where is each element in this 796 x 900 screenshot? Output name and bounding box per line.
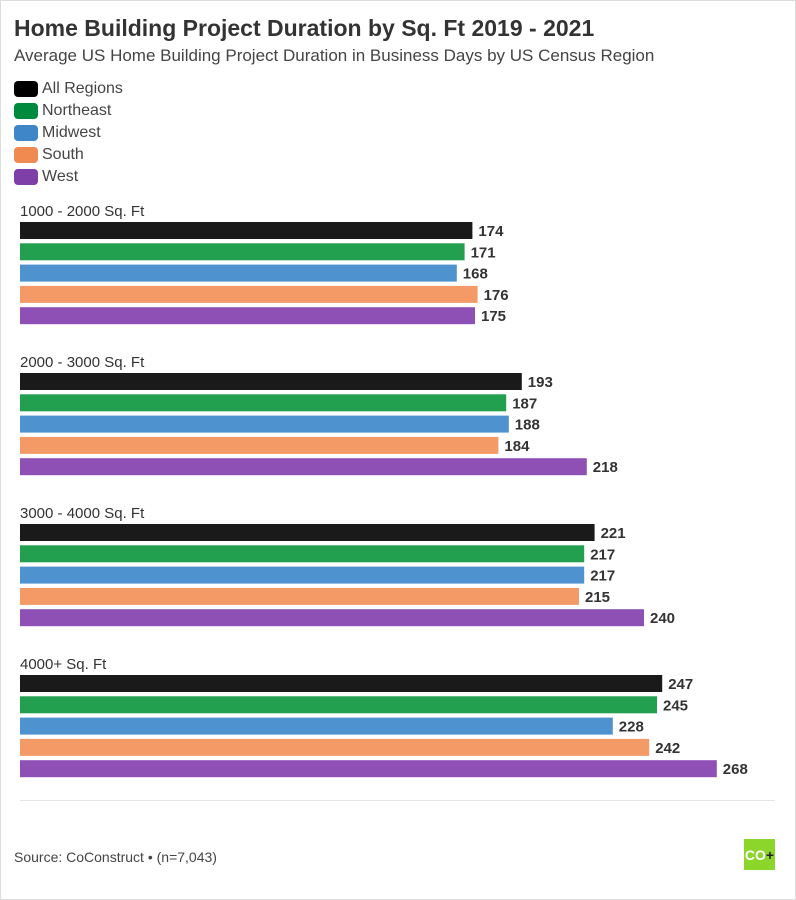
data-label: 217 bbox=[590, 568, 615, 585]
bar-south bbox=[20, 285, 478, 303]
data-label: 247 bbox=[668, 676, 693, 693]
bar-west bbox=[20, 307, 475, 325]
data-label: 228 bbox=[619, 719, 644, 736]
source-note: Source: CoConstruct • (n=7,043) bbox=[14, 849, 217, 865]
category-label: 4000+ Sq. Ft bbox=[20, 656, 107, 673]
category-label: 1000 - 2000 Sq. Ft bbox=[20, 203, 145, 220]
bar-south bbox=[20, 436, 499, 454]
legend-swatch bbox=[14, 103, 38, 119]
data-label: 168 bbox=[463, 266, 488, 283]
bar-northeast bbox=[20, 243, 465, 261]
data-label: 175 bbox=[481, 308, 506, 325]
legend-item: South bbox=[14, 144, 123, 166]
data-label: 193 bbox=[528, 374, 553, 391]
bar-south bbox=[20, 738, 650, 756]
category-label: 3000 - 4000 Sq. Ft bbox=[20, 505, 145, 522]
bar-all-regions bbox=[20, 675, 663, 692]
chart-subtitle: Average US Home Building Project Duratio… bbox=[14, 46, 655, 65]
bar-west bbox=[20, 458, 587, 476]
category-label: 2000 - 3000 Sq. Ft bbox=[20, 354, 145, 371]
legend-item: Midwest bbox=[14, 122, 123, 144]
divider bbox=[20, 800, 775, 801]
legend-swatch bbox=[14, 125, 38, 141]
data-label: 221 bbox=[601, 525, 626, 542]
bar-south bbox=[20, 587, 579, 605]
data-label: 245 bbox=[663, 697, 688, 714]
legend-label: All Regions bbox=[42, 80, 123, 97]
data-label: 240 bbox=[650, 610, 675, 627]
bar-northeast bbox=[20, 394, 507, 412]
chart-title: Home Building Project Duration by Sq. Ft… bbox=[14, 15, 595, 41]
data-label: 215 bbox=[585, 589, 610, 606]
data-label: 174 bbox=[478, 223, 504, 240]
legend-swatch bbox=[14, 169, 38, 185]
legend-label: West bbox=[42, 168, 79, 185]
data-label: 188 bbox=[515, 417, 540, 434]
bar-west bbox=[20, 760, 717, 778]
data-label: 217 bbox=[590, 546, 615, 563]
legend-item: Northeast bbox=[14, 100, 123, 122]
legend-item: All Regions bbox=[14, 78, 123, 100]
legend-swatch bbox=[14, 81, 38, 97]
legend-item: West bbox=[14, 166, 123, 188]
bar-midwest bbox=[20, 566, 585, 584]
legend-label: South bbox=[42, 146, 84, 163]
coconstruct-logo: CO + bbox=[744, 839, 775, 870]
data-label: 187 bbox=[512, 395, 537, 412]
bar-west bbox=[20, 609, 644, 627]
legend-label: Northeast bbox=[42, 102, 112, 119]
bar-all-regions bbox=[20, 222, 473, 239]
bar-northeast bbox=[20, 545, 585, 563]
bar-midwest bbox=[20, 717, 613, 735]
bar-midwest bbox=[20, 415, 509, 433]
data-label: 268 bbox=[723, 761, 748, 778]
bar-midwest bbox=[20, 264, 457, 282]
legend: All Regions Northeast Midwest South West bbox=[14, 78, 123, 188]
legend-swatch bbox=[14, 147, 38, 163]
bar-northeast bbox=[20, 696, 657, 714]
logo-plus: + bbox=[765, 846, 775, 863]
data-label: 218 bbox=[593, 459, 618, 476]
legend-label: Midwest bbox=[42, 124, 101, 141]
logo-text: CO bbox=[744, 846, 766, 863]
data-label: 176 bbox=[484, 287, 509, 304]
bar-all-regions bbox=[20, 373, 522, 390]
data-label: 184 bbox=[504, 438, 530, 455]
bar-all-regions bbox=[20, 524, 595, 541]
data-label: 171 bbox=[471, 244, 496, 261]
data-label: 242 bbox=[655, 740, 680, 757]
